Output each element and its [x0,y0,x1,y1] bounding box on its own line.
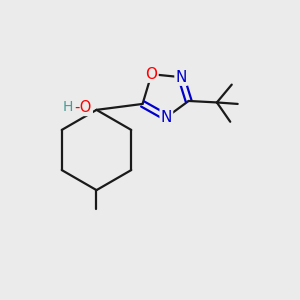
Text: H: H [62,100,73,115]
Text: N: N [176,70,187,85]
Text: O: O [146,67,158,82]
Text: -O: -O [74,100,92,115]
Text: N: N [161,110,172,125]
